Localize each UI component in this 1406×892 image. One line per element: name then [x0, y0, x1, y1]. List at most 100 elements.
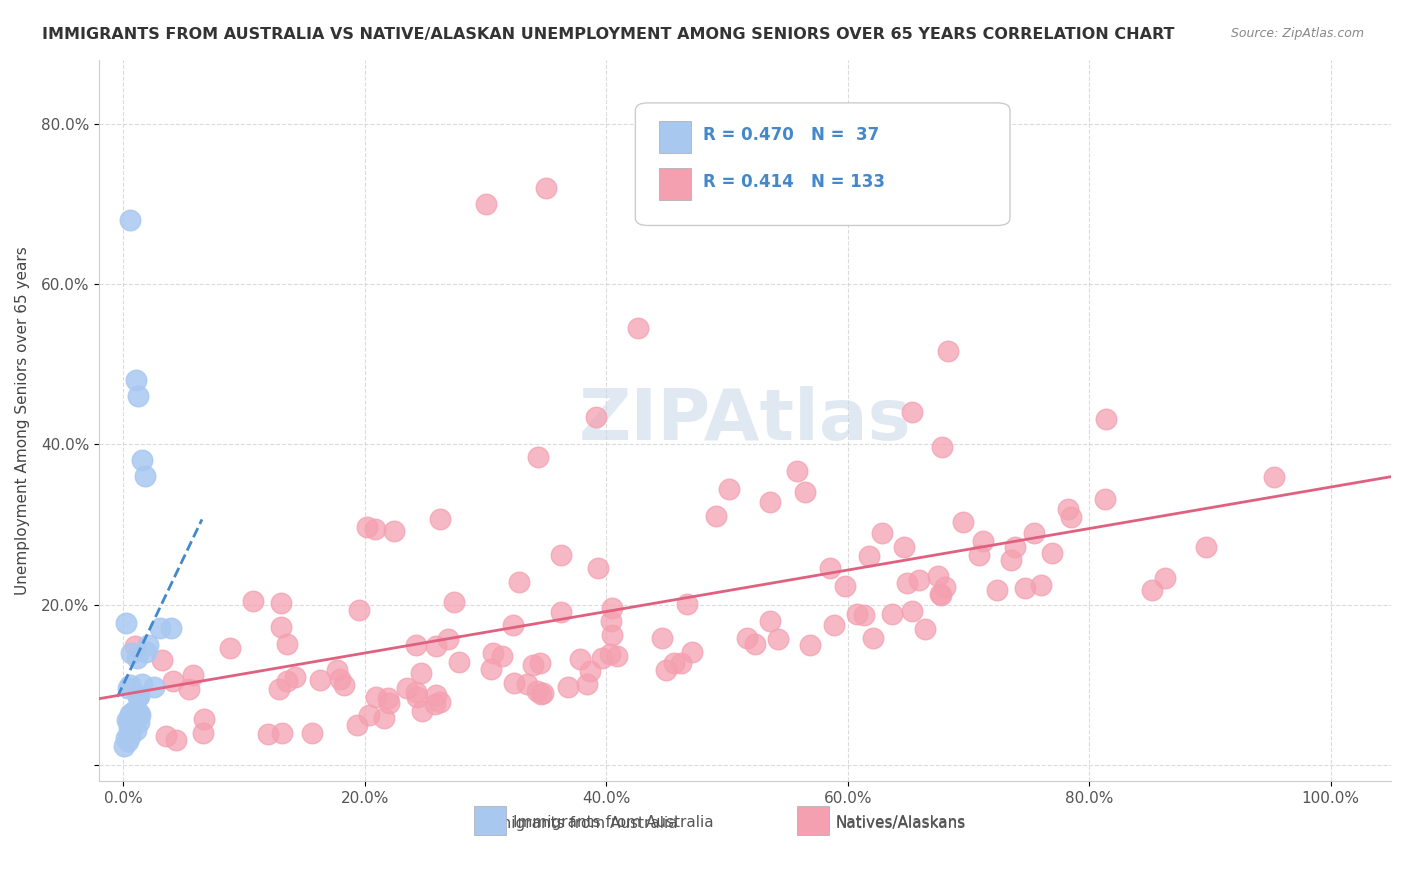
Point: [149, 621, 172, 635]
Point: [550, 549, 572, 563]
Text: Immigrants from Australia: Immigrants from Australia: [513, 815, 713, 830]
Point: [120, 728, 142, 742]
Point: [276, 637, 298, 651]
Point: [972, 534, 994, 549]
Point: [1140, 582, 1163, 597]
Point: [377, 690, 399, 705]
Point: [284, 669, 307, 683]
Point: [267, 682, 290, 697]
Point: [550, 605, 572, 619]
Point: [606, 648, 628, 663]
Point: [122, 706, 145, 720]
Text: Natives/Alaskans: Natives/Alaskans: [835, 816, 966, 831]
Point: [117, 681, 139, 695]
Point: [193, 712, 215, 726]
Point: [794, 484, 817, 499]
Point: [270, 620, 292, 634]
Point: [858, 549, 880, 563]
Point: [852, 607, 875, 622]
Point: [142, 680, 165, 694]
Point: [1154, 571, 1177, 585]
Point: [242, 593, 264, 607]
Point: [373, 711, 395, 725]
Point: [834, 579, 856, 593]
Point: [669, 657, 692, 671]
Point: [1263, 469, 1285, 483]
Point: [1000, 553, 1022, 567]
Point: [405, 685, 427, 699]
Point: [534, 181, 557, 195]
Point: [744, 637, 766, 651]
Point: [425, 639, 447, 653]
Point: [135, 645, 157, 659]
Point: [651, 631, 673, 645]
Point: [934, 580, 956, 594]
Point: [384, 524, 406, 538]
Point: [112, 739, 135, 753]
Point: [585, 409, 607, 424]
FancyBboxPatch shape: [636, 103, 1010, 226]
Point: [437, 632, 460, 647]
Point: [880, 607, 903, 622]
Point: [301, 726, 323, 740]
Point: [600, 601, 623, 615]
Point: [120, 729, 142, 743]
Point: [155, 729, 177, 743]
Point: [872, 525, 894, 540]
Point: [128, 714, 150, 729]
Point: [309, 673, 332, 688]
Point: [425, 697, 447, 711]
Text: Source: ZipAtlas.com: Source: ZipAtlas.com: [1230, 27, 1364, 40]
Point: [118, 707, 141, 722]
Point: [893, 540, 915, 554]
Point: [516, 677, 538, 691]
Point: [409, 666, 432, 681]
Point: [482, 646, 505, 660]
Point: [364, 522, 387, 536]
Point: [1024, 526, 1046, 541]
Y-axis label: Unemployment Among Seniors over 65 years: Unemployment Among Seniors over 65 years: [15, 246, 30, 595]
Point: [128, 706, 150, 720]
Point: [165, 732, 187, 747]
Point: [425, 688, 447, 702]
Point: [114, 616, 136, 631]
Point: [914, 622, 936, 636]
Point: [896, 575, 918, 590]
Point: [786, 463, 808, 477]
Point: [270, 725, 292, 739]
Point: [124, 705, 146, 719]
FancyBboxPatch shape: [658, 121, 690, 153]
Point: [131, 676, 153, 690]
Point: [193, 726, 215, 740]
Point: [218, 640, 240, 655]
Point: [527, 450, 550, 464]
Point: [429, 695, 451, 709]
Point: [181, 668, 204, 682]
Point: [491, 648, 513, 663]
Point: [522, 658, 544, 673]
Point: [179, 682, 201, 697]
Point: [429, 511, 451, 525]
Text: IMMIGRANTS FROM AUSTRALIA VS NATIVE/ALASKAN UNEMPLOYMENT AMONG SENIORS OVER 65 Y: IMMIGRANTS FROM AUSTRALIA VS NATIVE/ALAS…: [42, 27, 1174, 42]
Point: [952, 515, 974, 529]
Point: [447, 655, 470, 669]
Point: [735, 631, 758, 645]
Point: [627, 321, 650, 335]
Point: [136, 639, 159, 653]
Point: [766, 632, 789, 646]
Point: [655, 663, 678, 677]
Point: [276, 673, 298, 688]
Point: [1029, 578, 1052, 592]
Point: [270, 596, 292, 610]
Point: [967, 549, 990, 563]
Point: [118, 727, 141, 741]
Point: [599, 647, 621, 661]
Point: [530, 687, 553, 701]
Point: [356, 520, 378, 534]
Point: [1056, 502, 1078, 516]
Point: [128, 708, 150, 723]
Point: [120, 646, 142, 660]
Point: [152, 653, 174, 667]
Point: [799, 638, 821, 652]
Point: [134, 469, 156, 483]
